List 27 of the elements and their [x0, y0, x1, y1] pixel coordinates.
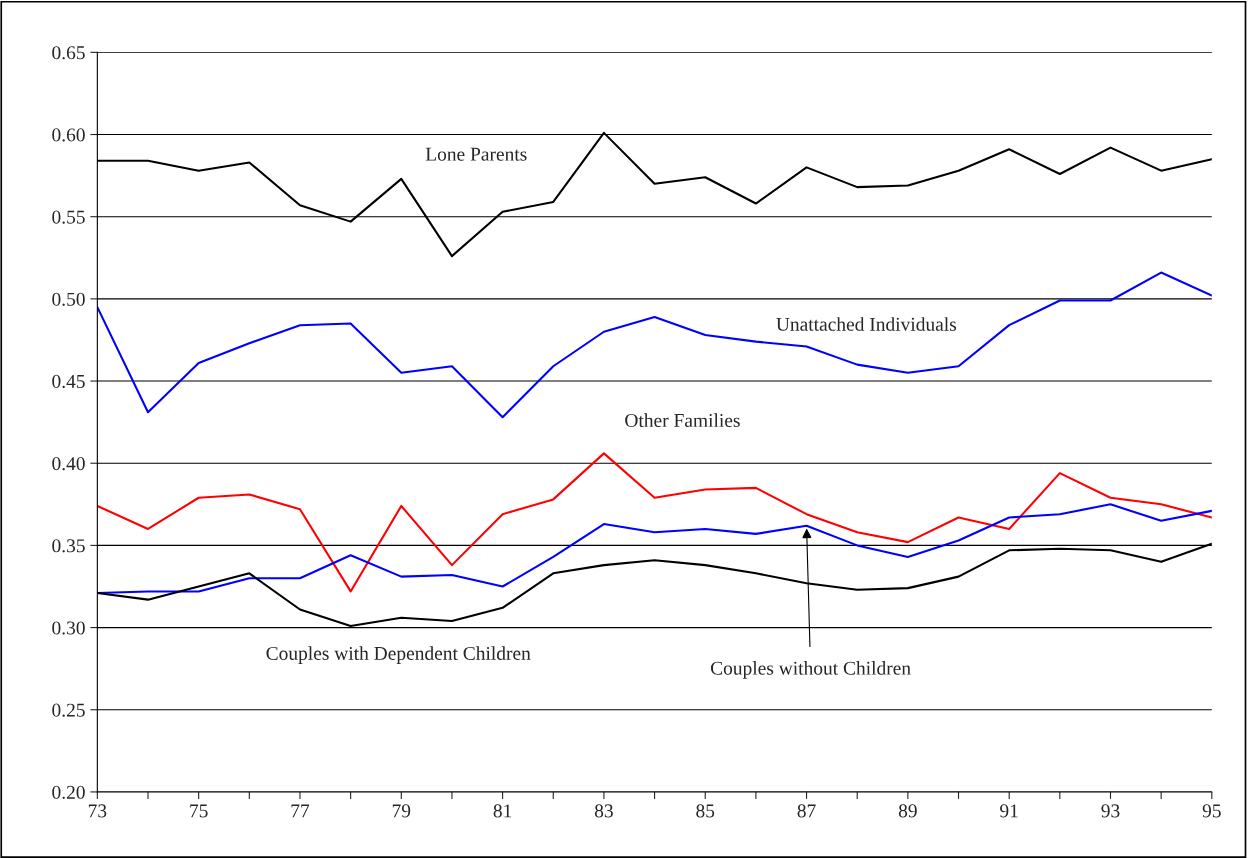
- x-tick-label: 75: [190, 804, 208, 818]
- text: Couples without Children: [710, 661, 911, 679]
- y-tick-label: 0.65: [52, 46, 85, 60]
- series-label: Unattached Individuals: [776, 317, 957, 331]
- y-tick-label: 0.45: [52, 374, 85, 389]
- x-tick-label: 73: [88, 804, 107, 818]
- y-tick-label: 0.30: [52, 621, 85, 635]
- series-label: Other Families: [625, 413, 740, 427]
- y-tick-label: 0.25: [52, 703, 85, 717]
- x-tick-label: 83: [594, 804, 613, 818]
- y-tick-label: 0.50: [52, 292, 85, 306]
- x-tick-label: 89: [898, 804, 917, 818]
- y-tick-label: 0.20: [52, 785, 85, 799]
- y-tick-label: 0.55: [52, 210, 85, 224]
- x-tick-label: 85: [696, 804, 715, 818]
- x-tick-label: 87: [797, 804, 816, 818]
- x-tick-label: 93: [1101, 804, 1120, 818]
- series-label: Lone Parents: [425, 147, 527, 161]
- y-tick-label: 0.60: [52, 128, 85, 142]
- x-tick-label: 81: [493, 804, 512, 818]
- x-tick-label: 95: [1202, 804, 1221, 818]
- y-tick-label: 0.40: [52, 457, 85, 471]
- x-tick-label: 91: [1000, 804, 1018, 818]
- x-tick-label: 77: [291, 804, 310, 818]
- series-label: Couples with Dependent Children: [266, 646, 531, 664]
- y-tick-label: 0.35: [52, 539, 85, 553]
- x-tick-label: 79: [392, 804, 411, 818]
